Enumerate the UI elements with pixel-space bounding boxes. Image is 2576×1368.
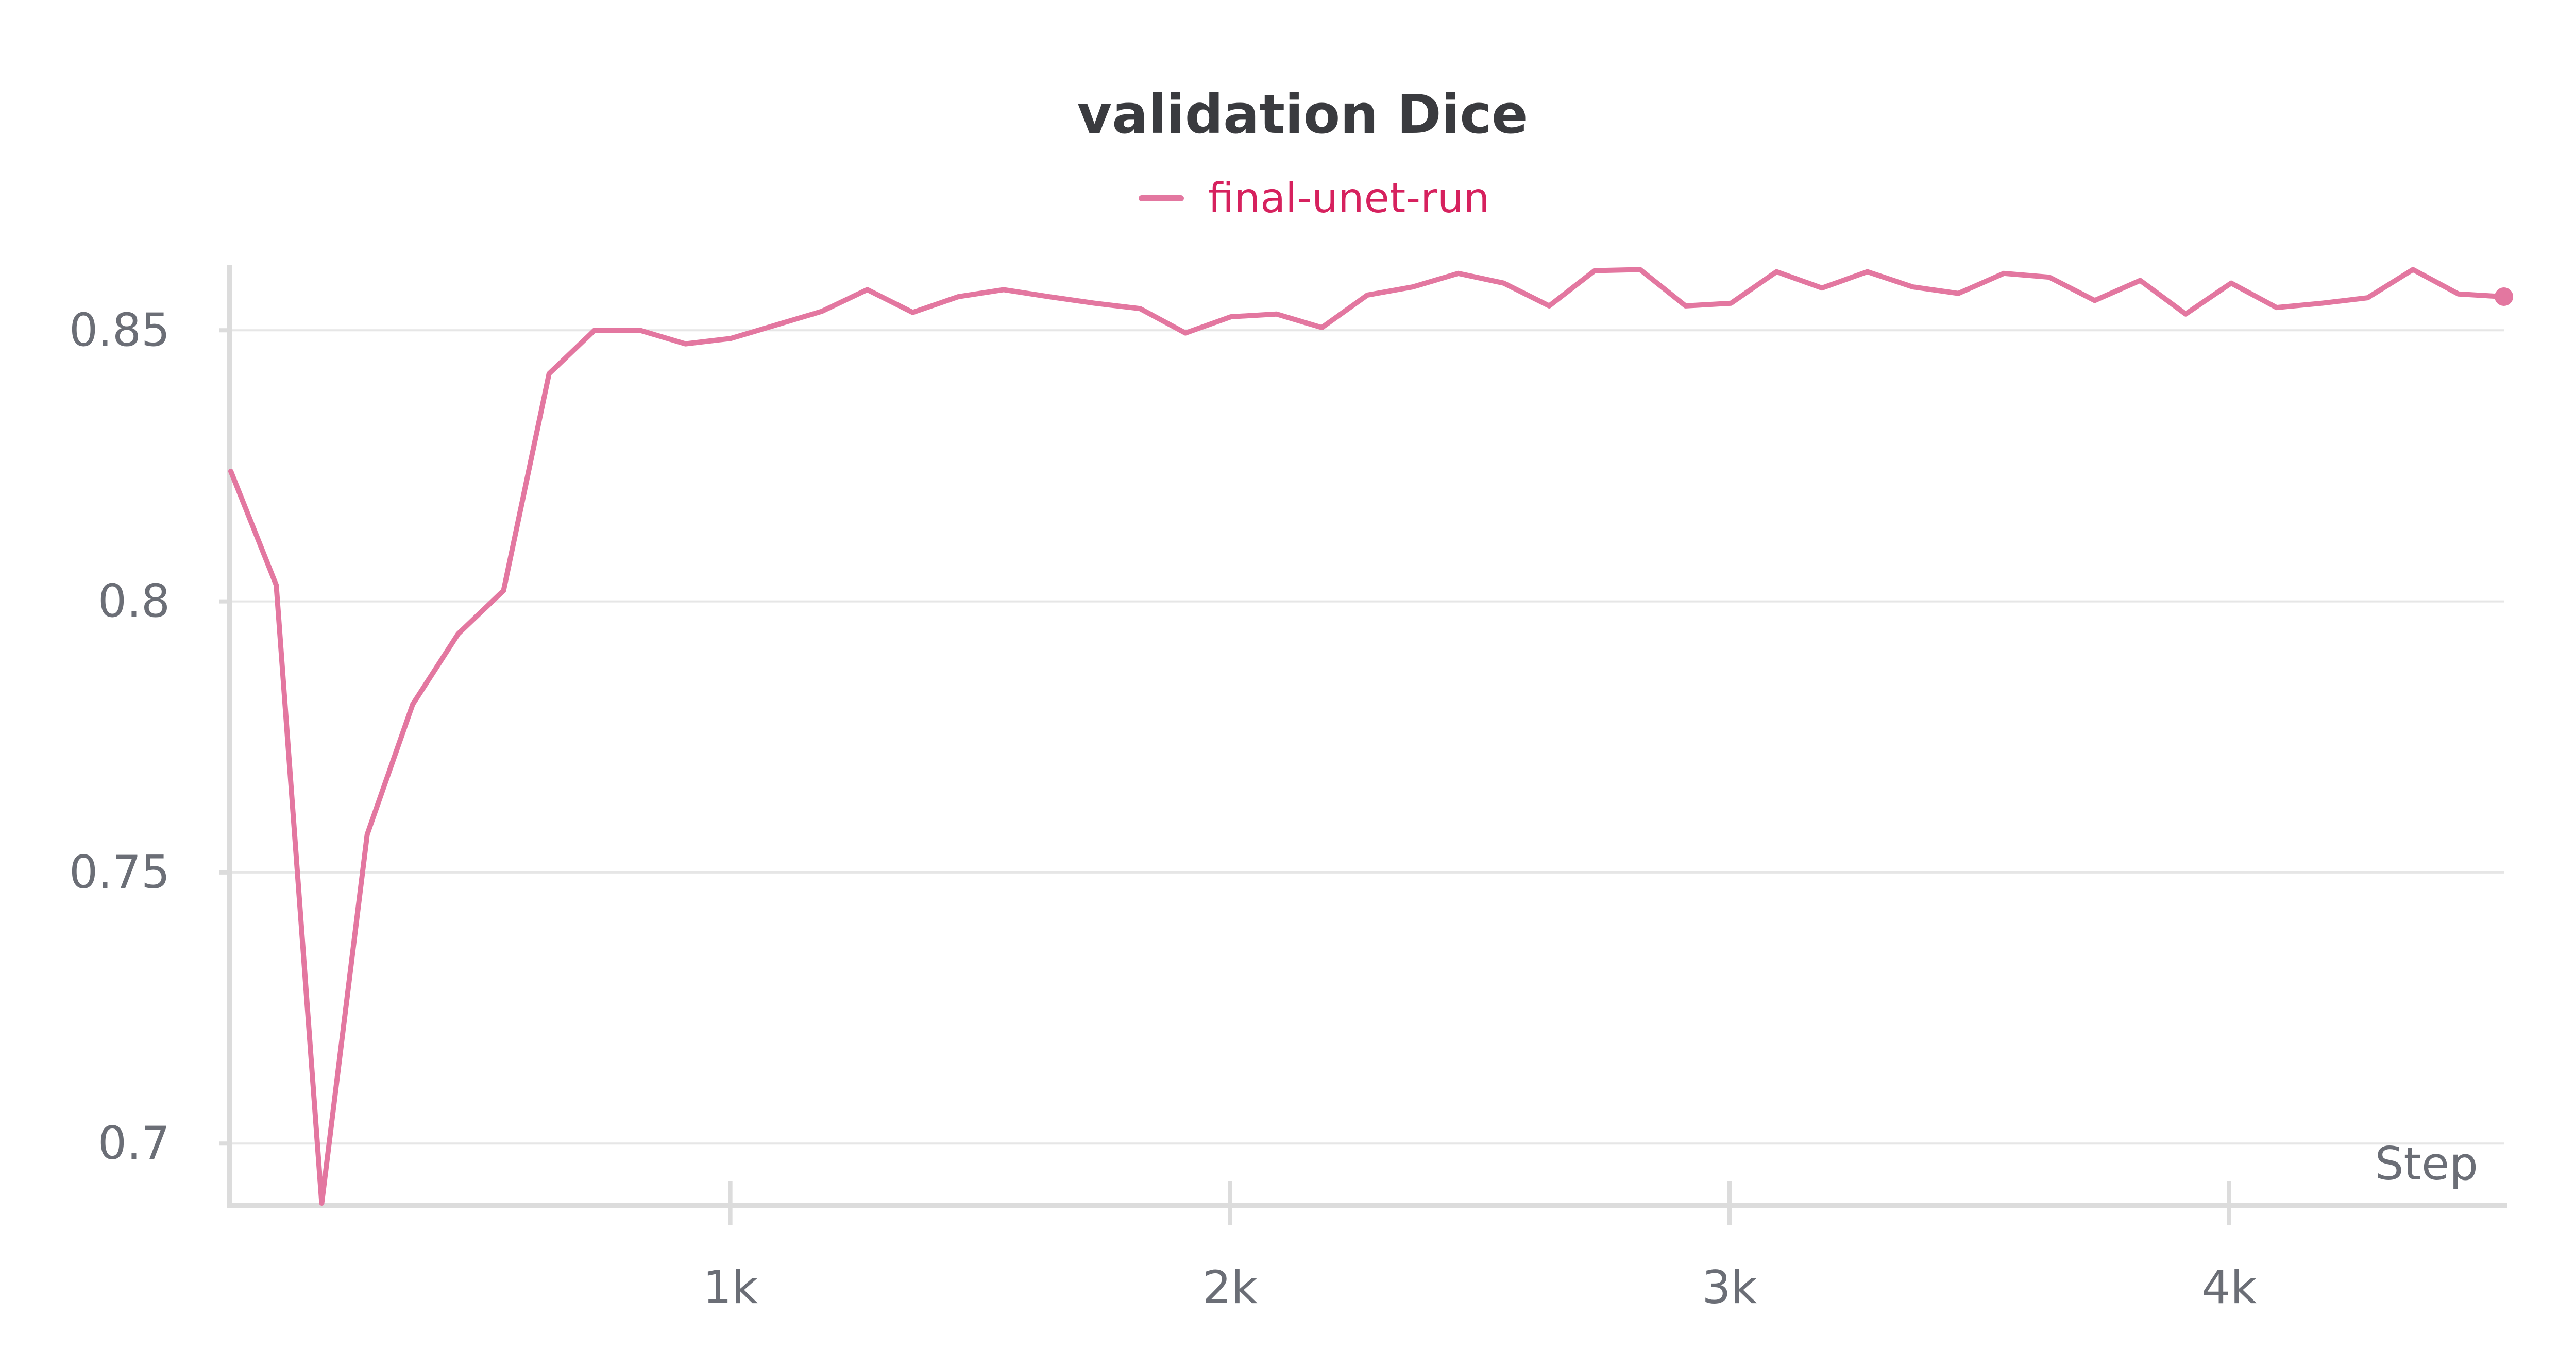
x-axis-title: Step <box>2375 1137 2478 1190</box>
chart-title: validation Dice <box>1077 83 1528 146</box>
y-ticks: 0.7 0.75 0.8 0.85 <box>69 303 229 1170</box>
axes <box>227 265 2507 1208</box>
legend-label: final-unet-run <box>1208 174 1489 222</box>
y-tick-label: 0.8 <box>98 575 170 628</box>
x-tick-label: 4k <box>2201 1261 2257 1314</box>
x-tick-label: 2k <box>1202 1261 1258 1314</box>
x-tick-label: 3k <box>1702 1261 1757 1314</box>
gridlines <box>231 329 2504 1145</box>
series-layer <box>228 267 2513 1206</box>
legend[interactable]: final-unet-run <box>1139 174 1489 222</box>
x-tick-label: 1k <box>703 1261 758 1314</box>
y-tick-label: 0.85 <box>69 303 170 356</box>
y-tick-label: 0.7 <box>98 1117 170 1170</box>
y-tick-label: 0.75 <box>69 846 170 899</box>
series-line[interactable] <box>228 267 2506 1206</box>
x-ticks: 1k 2k 3k 4k <box>703 1181 2257 1314</box>
series-end-marker[interactable] <box>2495 287 2513 306</box>
